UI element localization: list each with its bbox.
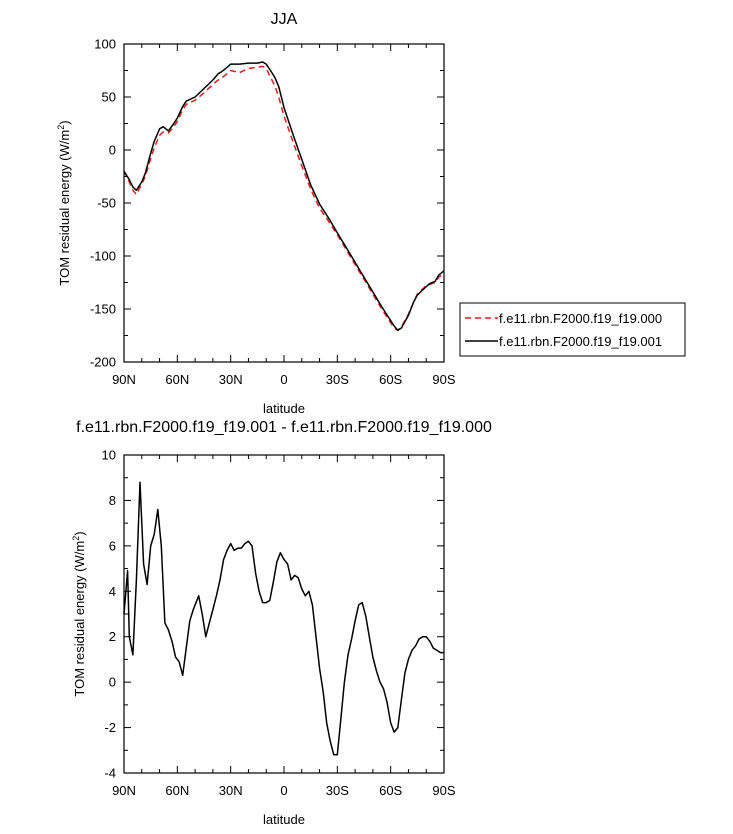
series-line-001 bbox=[123, 61, 445, 331]
bottom-series-group bbox=[123, 481, 444, 756]
y-tick-label: -50 bbox=[97, 196, 116, 211]
y-axis-label-bottom: TOM residual energy (W/m2) bbox=[71, 531, 87, 696]
x-tick-label: 60N bbox=[165, 783, 189, 798]
y-tick-label: -100 bbox=[90, 249, 116, 264]
y-tick-label: -2 bbox=[104, 720, 116, 735]
x-tick-label: 90N bbox=[112, 372, 136, 387]
x-tick-label: 0 bbox=[280, 372, 287, 387]
x-tick-label: 90S bbox=[432, 783, 455, 798]
top-panel-chart: JJA 90N 60N 30N 0 30S 60S 90S -200 -150 -100 -50 0 5… bbox=[56, 11, 686, 416]
y-tick-label: 0 bbox=[109, 143, 116, 158]
x-tick-label: 90S bbox=[432, 372, 455, 387]
x-axis-label-bottom: latitude bbox=[263, 812, 305, 827]
top-series-group bbox=[123, 61, 445, 331]
x-axis-label-top: latitude bbox=[263, 401, 305, 416]
x-tick-label: 60N bbox=[165, 372, 189, 387]
x-tick-label: 30S bbox=[326, 783, 349, 798]
x-tick-label: 30N bbox=[219, 783, 243, 798]
y-tick-label: -150 bbox=[90, 302, 116, 317]
x-tick-label: 30S bbox=[326, 372, 349, 387]
y-tick-label: 6 bbox=[109, 538, 116, 553]
bottom-panel-chart: f.e11.rbn.F2000.f19_f19.001 - f.e11.rbn.… bbox=[71, 419, 492, 827]
y-tick-label: 0 bbox=[109, 675, 116, 690]
y-axis-label-top: TOM residual energy (W/m2) bbox=[56, 120, 72, 285]
top-axis-ticks: 90N 60N 30N 0 30S 60S 90S -200 -150 -100 -50 0 50 100 bbox=[90, 37, 456, 388]
x-tick-label: 60S bbox=[379, 372, 402, 387]
plot-frame-bottom bbox=[123, 454, 445, 774]
bottom-axis-ticks: 90N 60N 30N 0 30S 60S 90S -4 -2 0 2 4 6 8 10 bbox=[102, 448, 456, 799]
x-tick-label: 60S bbox=[379, 783, 402, 798]
chart-title-top: JJA bbox=[271, 11, 298, 28]
y-tick-label: -200 bbox=[90, 355, 116, 370]
series-line-000 bbox=[123, 65, 445, 331]
x-tick-label: 30N bbox=[219, 372, 243, 387]
legend-label-000: f.e11.rbn.F2000.f19_f19.000 bbox=[499, 311, 662, 326]
y-tick-label: 8 bbox=[109, 493, 116, 508]
x-tick-label: 0 bbox=[280, 783, 287, 798]
y-tick-label: 50 bbox=[102, 90, 116, 105]
series-line-difference bbox=[123, 481, 444, 756]
x-tick-label: 90N bbox=[112, 783, 136, 798]
y-tick-label: -4 bbox=[104, 766, 116, 781]
legend-box bbox=[459, 302, 686, 357]
legend-label-001: f.e11.rbn.F2000.f19_f19.001 bbox=[499, 334, 662, 349]
y-tick-label: 2 bbox=[109, 629, 116, 644]
legend: f.e11.rbn.F2000.f19_f19.000 f.e11.rbn.F2… bbox=[459, 302, 686, 357]
plot-frame-top bbox=[123, 43, 445, 363]
chart-title-bottom: f.e11.rbn.F2000.f19_f19.001 - f.e11.rbn.… bbox=[76, 419, 492, 436]
y-tick-label: 4 bbox=[109, 584, 116, 599]
y-tick-label: 10 bbox=[102, 448, 116, 463]
y-tick-label: 100 bbox=[94, 37, 116, 52]
